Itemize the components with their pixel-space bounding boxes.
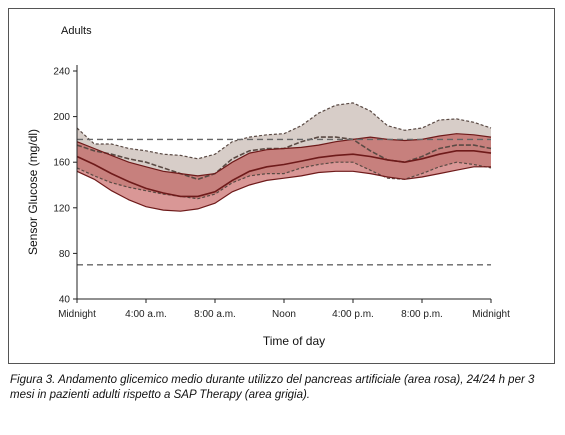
x-tick-label-1: 4:00 a.m.: [125, 309, 167, 320]
x-tick-label-4: 4:00 p.m.: [332, 309, 374, 320]
series-lines: [76, 102, 492, 212]
x-axis-title: Time of day: [263, 334, 325, 348]
figure-caption: Figura 3. Andamento glicemico medio dura…: [10, 374, 535, 401]
y-tick-label-120: 120: [53, 203, 70, 214]
axes: 40 80 120 160 200 240 Midnight 4:00 a.m. 8:00 a.…: [53, 65, 510, 320]
glucose-chart: Adults 40 80 120 160 200 240 Midnight 4:00 a.m.…: [26, 25, 510, 348]
upper-line-sap: [76, 102, 492, 160]
lower-line-sap: [76, 161, 492, 200]
x-tick-label-5: 8:00 p.m.: [401, 309, 443, 320]
x-tick-label-3: Noon: [272, 309, 296, 320]
y-tick-label-40: 40: [59, 295, 71, 306]
y-tick-label-200: 200: [53, 112, 70, 123]
chart-title: Adults: [61, 25, 92, 37]
reference-lines: [77, 138, 491, 266]
series-areas: [77, 102, 491, 212]
median-line-artificial_pancreas: [76, 150, 492, 198]
figure-frame: Adults 40 80 120 160 200 240 Midnight 4:00 a.m.…: [8, 8, 555, 364]
x-tick-label-6: Midnight: [472, 309, 510, 320]
y-tick-label-160: 160: [53, 158, 70, 169]
band-artificial_pancreas: [77, 133, 491, 212]
y-axis-title: Sensor Glucose (mg/dl): [26, 129, 40, 255]
x-tick-label-2: 8:00 a.m.: [194, 309, 236, 320]
y-tick-label-80: 80: [59, 249, 71, 260]
y-tick-label-240: 240: [53, 67, 70, 78]
x-tick-label-0: Midnight: [58, 309, 96, 320]
lower-line-artificial_pancreas: [76, 166, 491, 212]
